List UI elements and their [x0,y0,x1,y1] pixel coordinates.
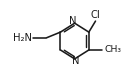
Text: Cl: Cl [91,10,100,20]
Text: CH₃: CH₃ [105,45,122,54]
Text: N: N [69,16,76,26]
Text: H₂N: H₂N [13,33,32,43]
Text: N: N [72,56,80,66]
